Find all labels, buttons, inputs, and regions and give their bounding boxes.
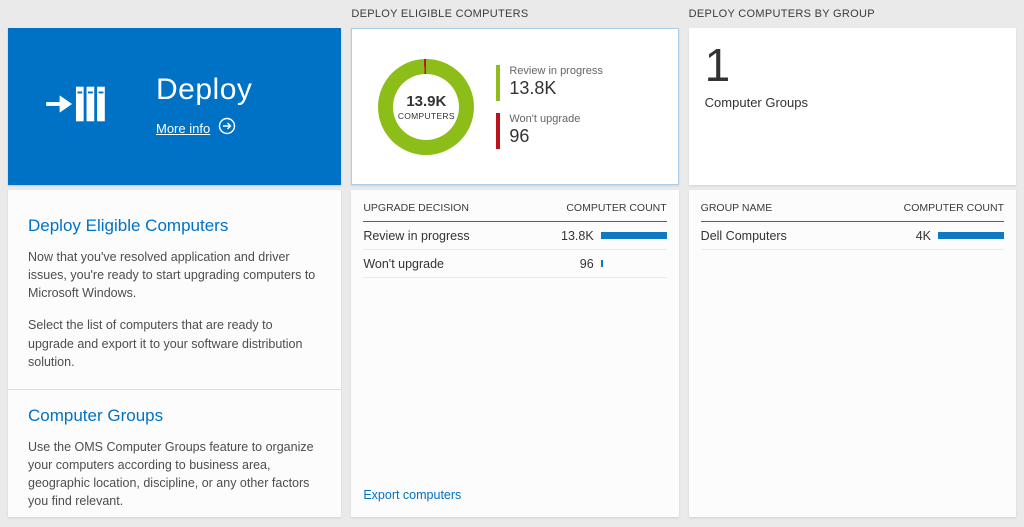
donut-legend: Review in progress 13.8K Won't upgrade 9… (496, 64, 603, 149)
upgrade-decision-table: UPGRADE DECISION COMPUTER COUNT Review i… (351, 190, 679, 517)
donut-center-label: COMPUTERS (397, 110, 455, 121)
more-info-link[interactable]: More info (156, 121, 211, 136)
legend-label: Won't upgrade (509, 112, 581, 125)
row-value: 96 (579, 256, 594, 271)
group-count-value: 1 (704, 39, 731, 91)
legend-item-wont-upgrade: Won't upgrade 96 (496, 112, 603, 149)
section-heading-groups: Computer Groups (28, 405, 164, 425)
deploy-icon (42, 79, 108, 134)
count-bar (600, 232, 667, 239)
legend-label: Review in progress (509, 64, 603, 77)
row-bar-track (600, 232, 667, 239)
divider (8, 388, 342, 390)
table-header-row: GROUP NAME COMPUTER COUNT (700, 190, 1005, 222)
count-bar (600, 260, 603, 267)
eligible-column-title: DEPLOY ELIGIBLE COMPUTERS (351, 8, 529, 20)
column-header-upgrade-decision: UPGRADE DECISION (363, 202, 469, 214)
deploy-tile-title: Deploy (156, 73, 253, 106)
row-bar-track (938, 232, 1005, 239)
column-header-group-name: GROUP NAME (700, 202, 773, 214)
computer-groups-card[interactable]: 1 Computer Groups (688, 28, 1017, 185)
section-paragraph: Use the OMS Computer Groups feature to o… (28, 439, 314, 509)
export-computers-link[interactable]: Export computers (363, 488, 462, 502)
table-header-row: UPGRADE DECISION COMPUTER COUNT (363, 190, 667, 222)
row-value: 4K (915, 228, 932, 243)
legend-swatch-red (496, 112, 501, 149)
row-bar-track (600, 260, 667, 267)
table-row[interactable]: Dell Computers 4K (700, 222, 1005, 250)
row-label: Won't upgrade (363, 256, 445, 271)
table-row[interactable]: Won't upgrade 96 (363, 250, 667, 278)
count-bar (938, 232, 1005, 239)
legend-item-review: Review in progress 13.8K (496, 64, 603, 101)
deploy-tile-text: Deploy More info (156, 73, 252, 140)
donut-center-value: 13.9K (406, 92, 447, 110)
section-paragraph: Now that you've resolved application and… (28, 250, 316, 301)
computers-by-group-column: DEPLOY COMPUTERS BY GROUP 1 Computer Gro… (688, 0, 1017, 517)
arrow-circle-icon[interactable] (218, 117, 236, 140)
eligible-computers-column: DEPLOY ELIGIBLE COMPUTERS 13.9K COMPUTER… (351, 0, 679, 517)
eligible-donut-card[interactable]: 13.9K COMPUTERS Review in progress 13.8K… (351, 28, 679, 185)
column-header-computer-count: COMPUTER COUNT (903, 202, 1005, 214)
column-header-computer-count: COMPUTER COUNT (566, 202, 667, 214)
row-label: Dell Computers (700, 228, 787, 243)
legend-value: 13.8K (509, 77, 557, 98)
section-paragraph: Select the list of computers that are re… (28, 318, 303, 369)
section-heading-eligible: Deploy Eligible Computers (28, 216, 229, 235)
deploy-info-panel: Deploy Eligible Computers Now that you'v… (8, 190, 342, 517)
donut-center: 13.9K COMPUTERS (393, 73, 460, 140)
eligible-donut-chart[interactable]: 13.9K COMPUTERS (378, 58, 475, 155)
legend-swatch-green (496, 64, 501, 101)
deploy-tile[interactable]: Deploy More info (8, 28, 342, 185)
group-count-label: Computer Groups (704, 94, 808, 110)
left-column-header-spacer (8, 0, 341, 28)
deploy-column: Deploy More info Deploy Eligible Compute… (8, 0, 342, 517)
row-value: 13.8K (561, 228, 594, 243)
row-label: Review in progress (363, 228, 470, 243)
group-table: GROUP NAME COMPUTER COUNT Dell Computers… (688, 190, 1017, 517)
groups-column-title: DEPLOY COMPUTERS BY GROUP (688, 8, 875, 20)
legend-value: 96 (509, 125, 530, 146)
table-row[interactable]: Review in progress 13.8K (363, 222, 667, 250)
